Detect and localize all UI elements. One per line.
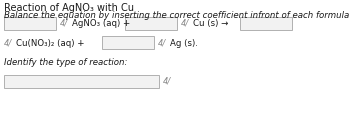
Text: Cu(NO₃)₂ (aq) +: Cu(NO₃)₂ (aq) + [16,39,84,48]
Text: Cu (s) →: Cu (s) → [193,19,228,28]
Text: 4/: 4/ [4,39,12,48]
Text: Balance the equation by inserting the correct coefficient infront of each formul: Balance the equation by inserting the co… [4,11,350,20]
Text: AgNO₃ (aq) +: AgNO₃ (aq) + [72,19,130,28]
Bar [240,17,292,30]
Text: 4/: 4/ [158,39,166,48]
Bar [125,17,177,30]
Text: 4/: 4/ [181,19,189,28]
Bar [102,36,154,49]
Text: Ag (s).: Ag (s). [170,39,198,48]
Text: Identify the type of reaction:: Identify the type of reaction: [4,58,127,67]
Text: 4/: 4/ [163,77,171,86]
Bar [4,17,56,30]
Bar [4,75,159,88]
Text: Reaction of AgNO₃ with Cu: Reaction of AgNO₃ with Cu [4,3,134,13]
Text: 4/: 4/ [60,19,68,28]
